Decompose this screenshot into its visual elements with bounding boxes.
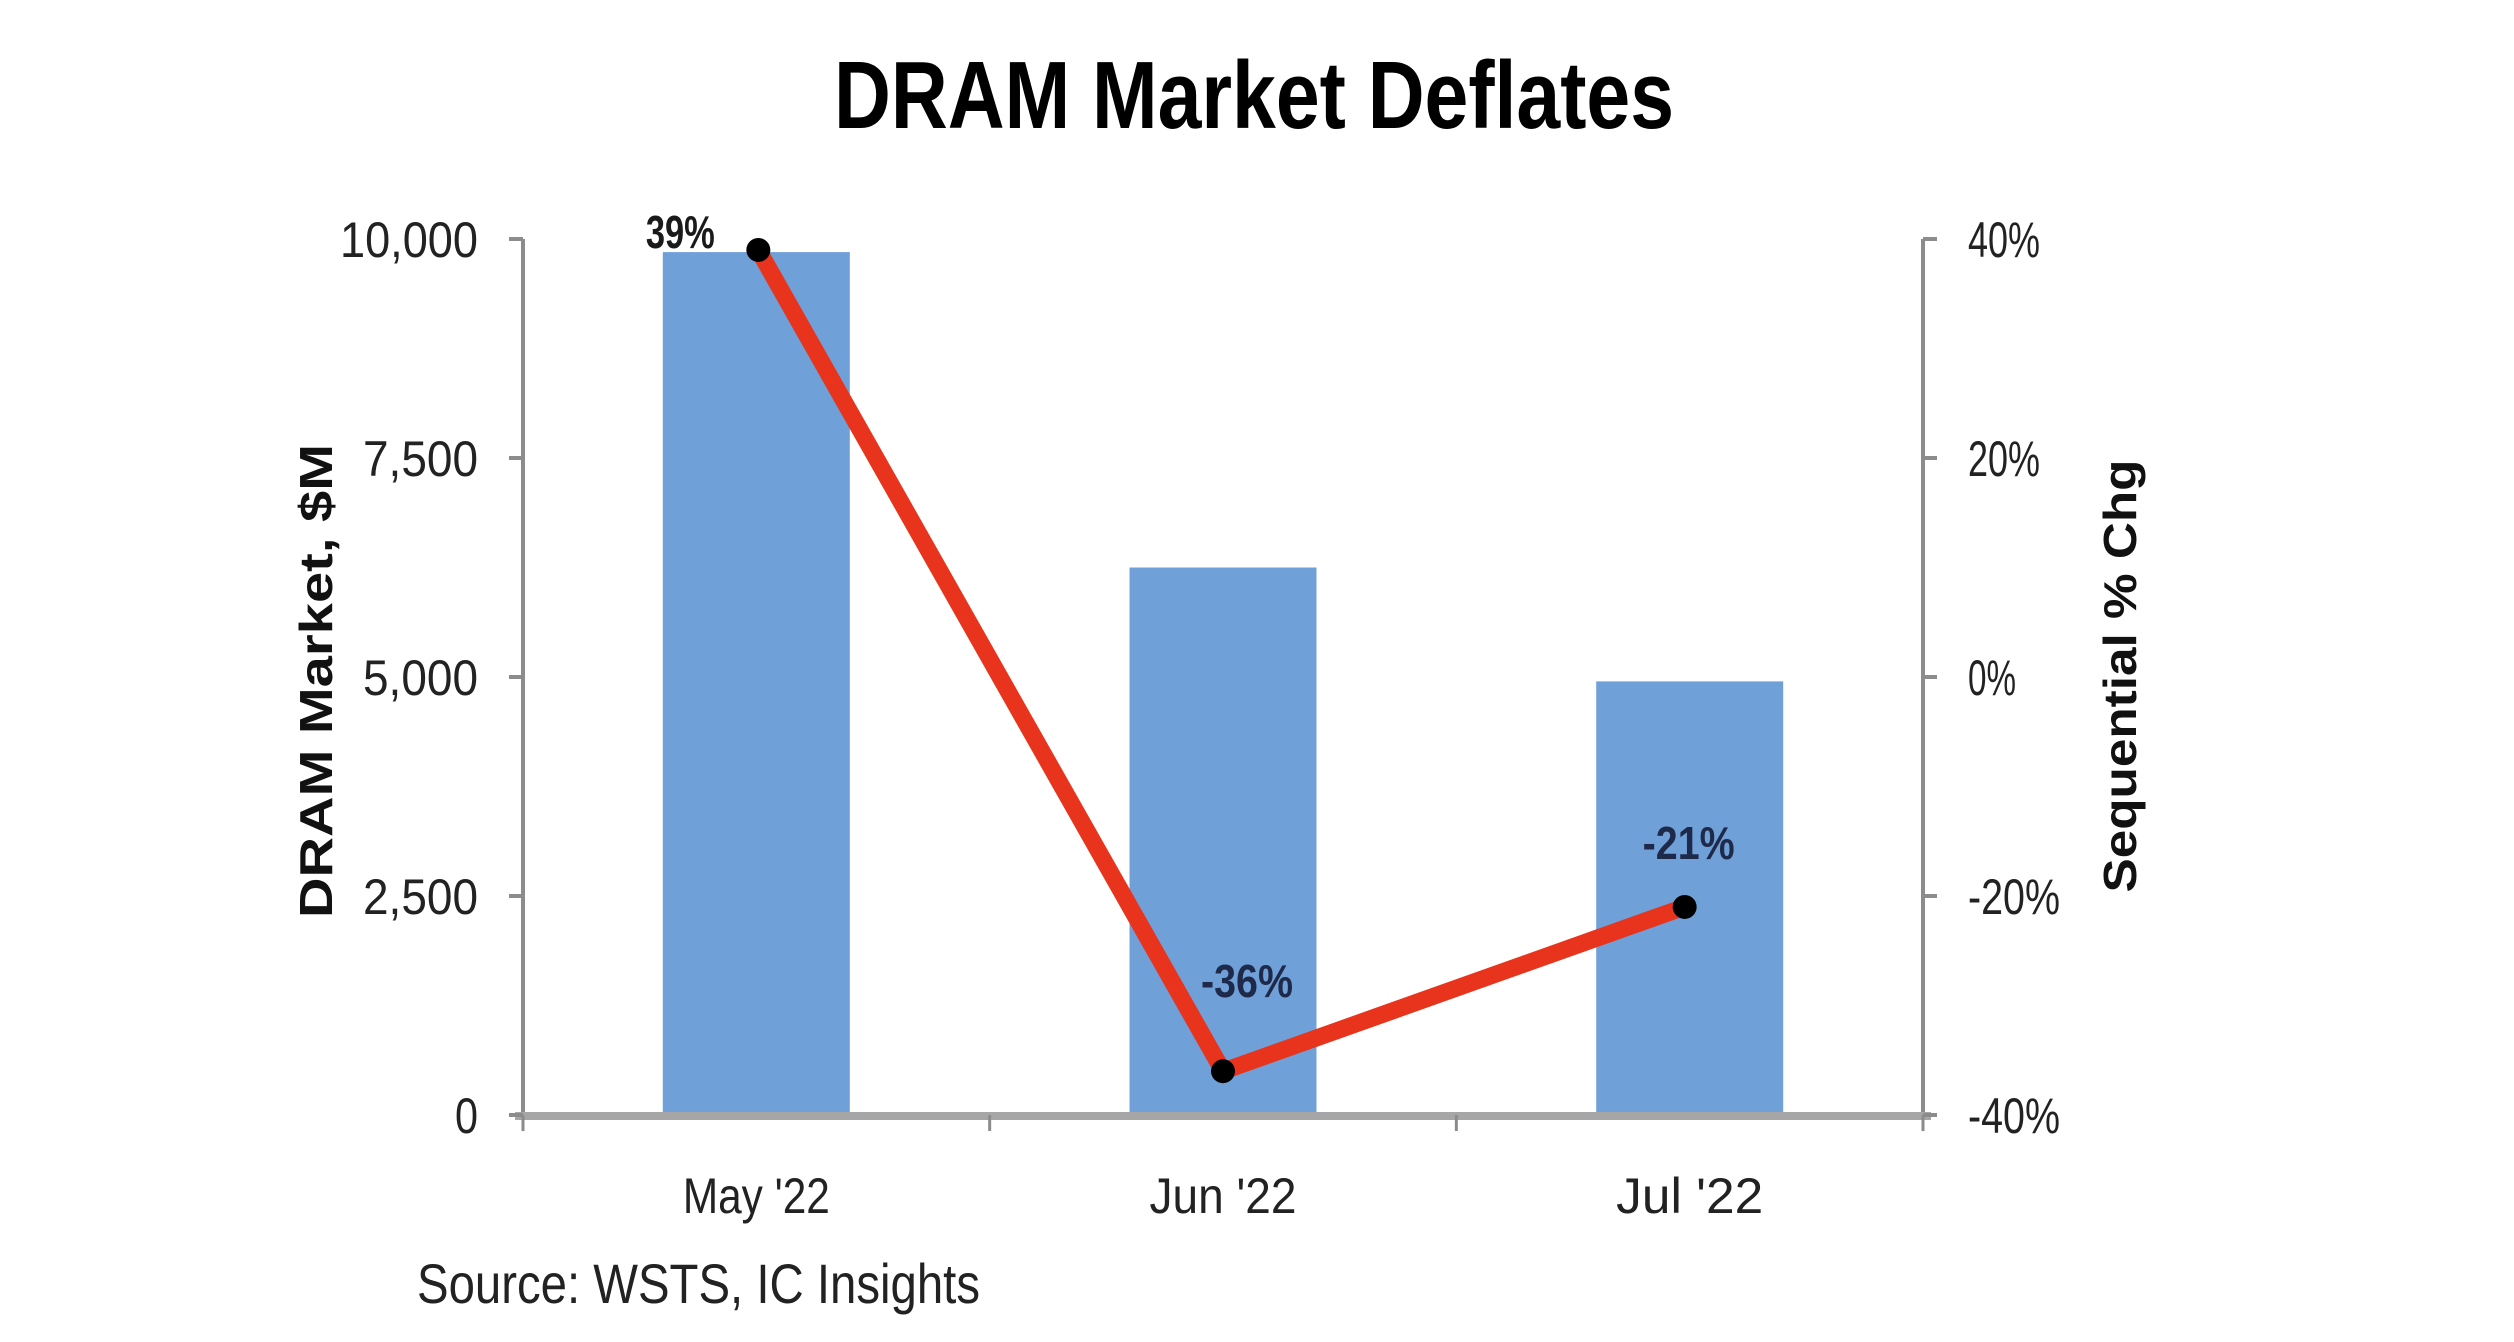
right-tick-label: 40% bbox=[1968, 212, 2040, 268]
left-tick-label: 5,000 bbox=[363, 650, 478, 706]
left-tick-label: 2,500 bbox=[363, 869, 478, 925]
data-label: -21% bbox=[1643, 817, 1735, 869]
category-ticks bbox=[521, 1115, 1925, 1131]
left-tick-label: 10,000 bbox=[340, 212, 478, 268]
category-labels: May '22 Jun '22 Jul '22 bbox=[683, 1168, 1763, 1224]
data-labels: 39% -36% -21% bbox=[646, 206, 1735, 1007]
left-axis-ticks: 0 2,500 5,000 7,500 10,000 bbox=[340, 212, 523, 1144]
category-label: Jul '22 bbox=[1616, 1168, 1763, 1224]
right-tick-label: 0% bbox=[1968, 650, 2016, 706]
line-series bbox=[746, 237, 1697, 1084]
line-segment bbox=[1214, 898, 1694, 1080]
right-axis-title: Sequential % Chg bbox=[2094, 460, 2146, 893]
right-tick-label: -40% bbox=[1968, 1088, 2060, 1144]
chart-title: DRAM Market Deflates bbox=[834, 42, 1674, 149]
bar-series bbox=[662, 252, 1784, 1116]
line-point-1 bbox=[1211, 1059, 1235, 1084]
left-axis-title: DRAM Market, $M bbox=[290, 444, 342, 918]
category-label: Jun '22 bbox=[1150, 1168, 1297, 1224]
right-axis-ticks: -40% -20% 0% 20% 40% bbox=[1923, 212, 2060, 1144]
line-point-2 bbox=[1672, 894, 1697, 919]
bar-1 bbox=[1129, 567, 1317, 1115]
line-point-0 bbox=[746, 237, 771, 262]
source-note: Source: WSTS, IC Insights bbox=[417, 1252, 980, 1315]
left-tick-label: 7,500 bbox=[363, 431, 478, 487]
data-label: -36% bbox=[1201, 955, 1293, 1007]
left-tick-label: 0 bbox=[455, 1088, 478, 1144]
data-label: 39% bbox=[646, 206, 715, 258]
bar-0 bbox=[662, 252, 850, 1116]
category-label: May '22 bbox=[683, 1168, 830, 1224]
right-tick-label: 20% bbox=[1968, 431, 2040, 487]
line-segment bbox=[749, 241, 1232, 1080]
right-tick-label: -20% bbox=[1968, 869, 2060, 925]
